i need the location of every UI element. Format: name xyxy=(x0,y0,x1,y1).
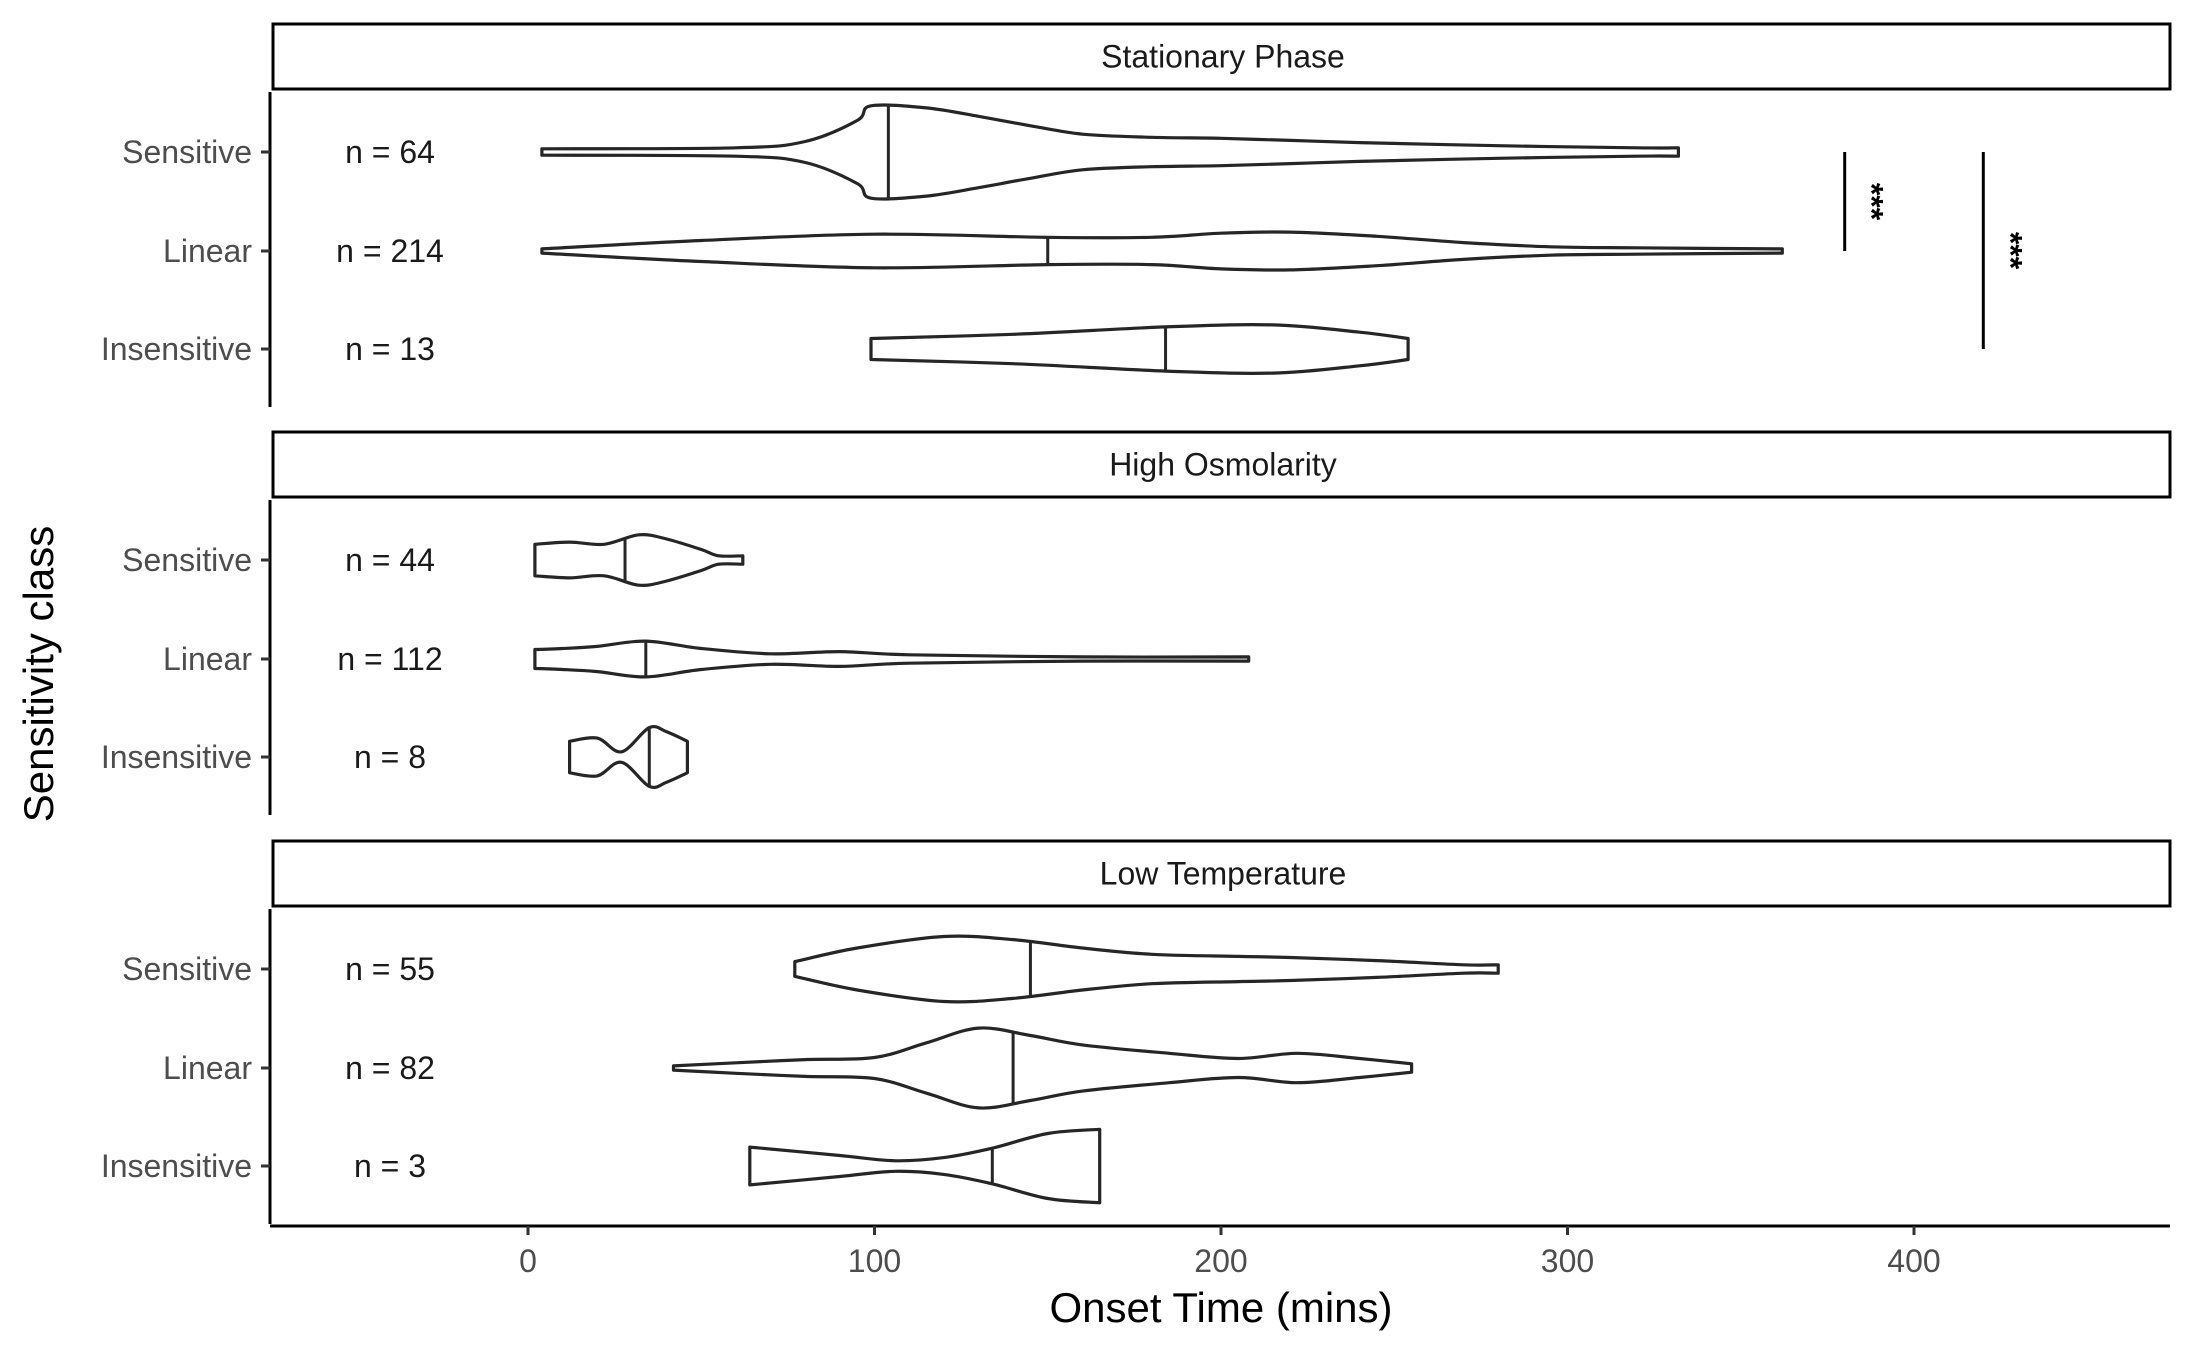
n-label: n = 8 xyxy=(354,739,426,775)
panel-title: High Osmolarity xyxy=(1109,447,1337,483)
n-label: n = 55 xyxy=(345,951,435,987)
panel-1: Stationary Phase Sensitive n = 64 Linear n =… xyxy=(101,22,2172,407)
y-tick-label: Insensitive xyxy=(101,739,252,775)
x-tick-0: 0 xyxy=(519,1226,537,1279)
violin-group-insensitive: Insensitive n = 8 xyxy=(101,724,689,790)
violin-group-linear: Linear n = 112 xyxy=(163,639,1251,679)
significance-bracket: *** xyxy=(1981,152,2028,349)
x-axis-title: Onset Time (mins) xyxy=(1049,1284,1392,1331)
y-tick-label: Sensitive xyxy=(122,951,252,987)
x-tick-300: 300 xyxy=(1541,1226,1594,1279)
n-label: n = 112 xyxy=(337,641,442,677)
n-label: n = 3 xyxy=(354,1148,426,1184)
n-label: n = 13 xyxy=(345,331,435,367)
x-tick-200: 200 xyxy=(1194,1226,1248,1279)
y-tick-label: Linear xyxy=(163,641,252,677)
x-tick-label: 200 xyxy=(1194,1243,1247,1279)
violin-group-linear: Linear n = 214 xyxy=(163,230,1784,272)
violin-shape xyxy=(540,103,1680,201)
x-tick-label: 300 xyxy=(1541,1243,1594,1279)
significance-label: *** xyxy=(1992,232,2028,270)
y-tick-label: Sensitive xyxy=(122,134,252,170)
y-tick-label: Linear xyxy=(163,1050,252,1086)
panel-strip xyxy=(271,22,2172,91)
x-tick-label: 400 xyxy=(1887,1243,1940,1279)
panel-strip xyxy=(271,839,2172,908)
violin-group-linear: Linear n = 82 xyxy=(163,1026,1414,1110)
n-label: n = 64 xyxy=(345,134,435,170)
violin-group-sensitive: Sensitive n = 55 xyxy=(122,934,1500,1004)
y-tick-label: Insensitive xyxy=(101,1148,252,1184)
y-axis-title: Sensitivity class xyxy=(15,526,62,822)
x-tick-100: 100 xyxy=(848,1226,901,1279)
violin-group-sensitive: Sensitive n = 64 xyxy=(122,103,1680,201)
violin-shape xyxy=(533,639,1251,679)
y-tick-label: Insensitive xyxy=(101,331,252,367)
y-tick-label: Sensitive xyxy=(122,542,252,578)
significance-label: *** xyxy=(1854,183,1890,221)
violin-group-sensitive: Sensitive n = 44 xyxy=(122,533,745,587)
violin-shape xyxy=(533,533,745,587)
significance-bracket: *** xyxy=(1843,152,1890,251)
panel-strip xyxy=(271,430,2172,499)
violin-shape xyxy=(748,1127,1102,1205)
x-tick-label: 0 xyxy=(519,1243,537,1279)
violin-shape xyxy=(540,230,1784,272)
violin-group-insensitive: Insensitive n = 3 xyxy=(101,1127,1102,1205)
n-label: n = 214 xyxy=(336,233,444,269)
panel-2: High Osmolarity Sensitive n = 44 Linear n = … xyxy=(101,430,2172,815)
n-label: n = 82 xyxy=(345,1050,435,1086)
y-tick-label: Linear xyxy=(163,233,252,269)
panel-3: Low Temperature Sensitive n = 55 Linear n = … xyxy=(101,839,2172,1224)
violin-shape xyxy=(869,323,1410,375)
violin-shape xyxy=(671,1026,1414,1110)
x-tick-400: 400 xyxy=(1887,1226,1941,1279)
panel-title: Low Temperature xyxy=(1100,856,1347,892)
x-tick-label: 100 xyxy=(848,1243,901,1279)
violin-group-insensitive: Insensitive n = 13 xyxy=(101,323,1410,375)
n-label: n = 44 xyxy=(345,542,435,578)
violin-shape xyxy=(568,724,689,790)
panel-title: Stationary Phase xyxy=(1101,39,1345,75)
violin-shape xyxy=(793,934,1500,1004)
panels-layer: Stationary Phase Sensitive n = 64 Linear n =… xyxy=(101,22,2172,1224)
x-axis: 0 100 200 300 400 xyxy=(270,1224,2170,1279)
